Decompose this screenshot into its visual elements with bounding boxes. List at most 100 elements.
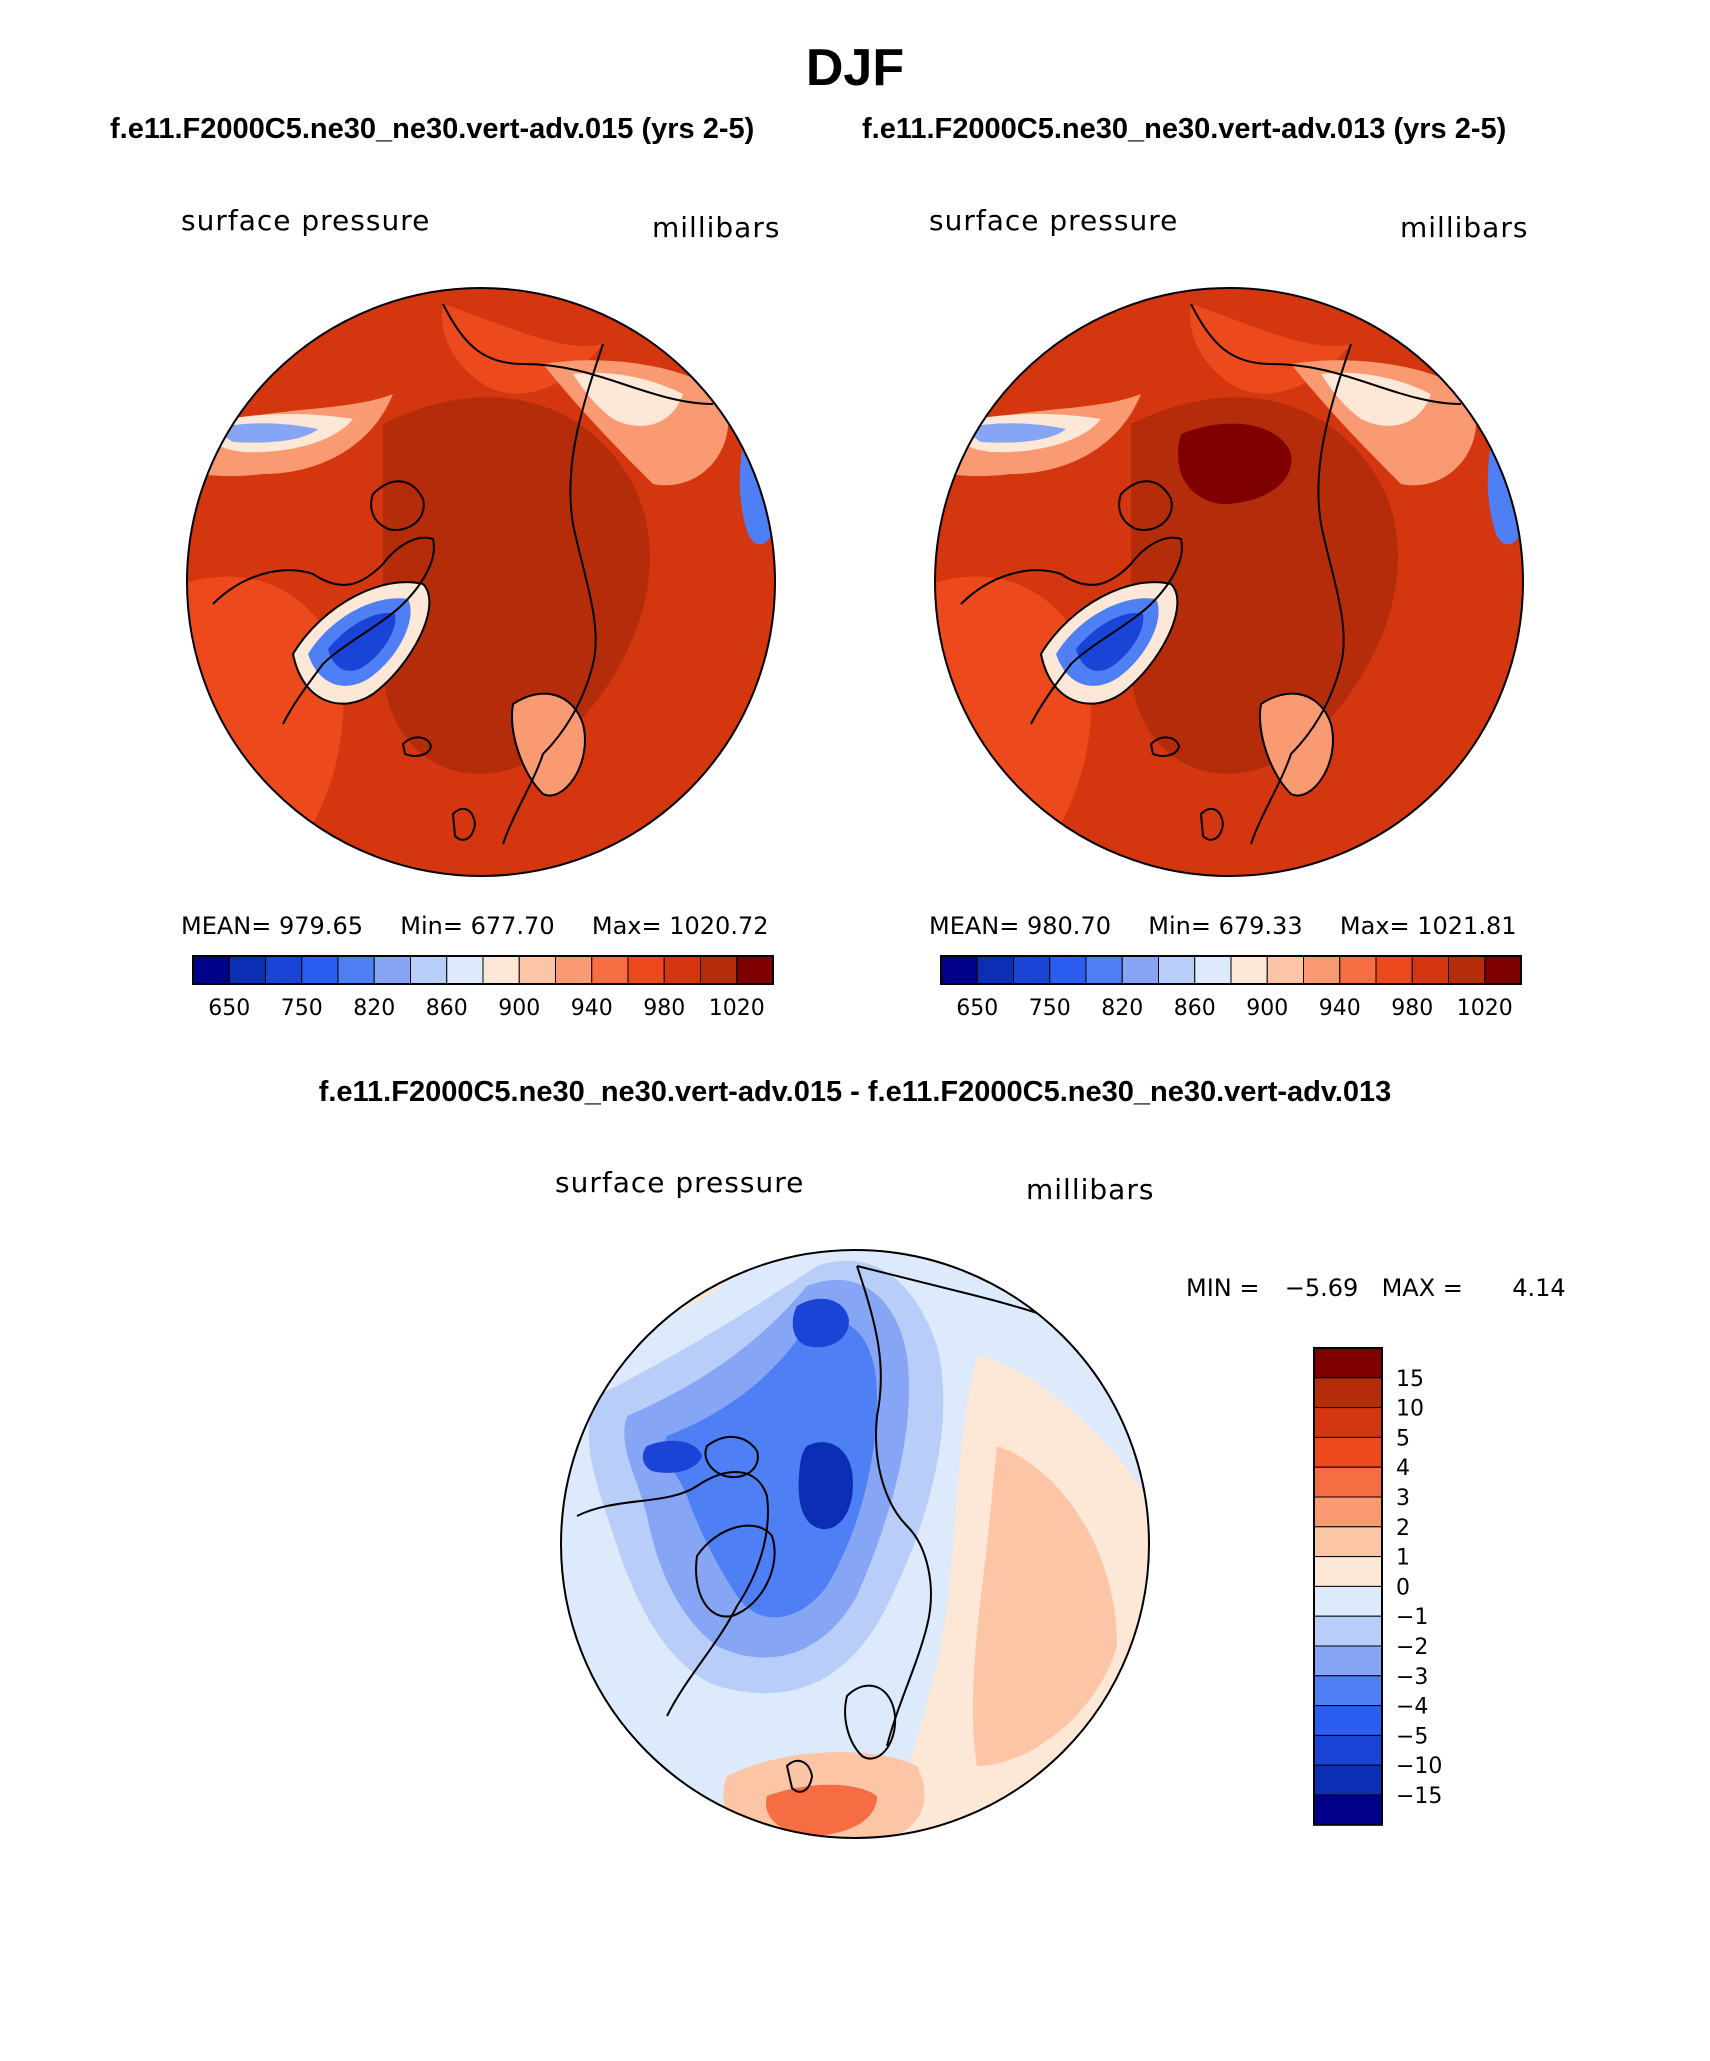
field-region-dark-pole [383, 397, 650, 774]
colorbar-box [1411, 955, 1449, 985]
colorbar-box [373, 955, 411, 985]
page-title: DJF [805, 39, 905, 97]
colorbar-tick-label: 1020 [1457, 996, 1513, 1021]
colorbar-box [192, 955, 230, 985]
field-region-asia-blue [213, 423, 318, 443]
colorbar-box [1158, 955, 1196, 985]
field-region-min-center [798, 1442, 853, 1530]
mean-value: 980.70 [1027, 912, 1111, 940]
colorbar-tick-label: 650 [956, 996, 998, 1021]
field-region-min-top [792, 1298, 849, 1348]
colorbar-tick-label: 980 [1391, 996, 1433, 1021]
colorbar-tick-label: 860 [1174, 996, 1216, 1021]
colorbar-outline [1313, 1347, 1383, 1826]
colorbar-tick-label: −5 [1396, 1724, 1428, 1749]
panel-2-polar-map [934, 287, 1524, 877]
panel-1-polar-map [186, 287, 776, 877]
colorbar-tick-label: −10 [1396, 1754, 1442, 1779]
panel-2-units-label: millibars [1400, 211, 1529, 244]
colorbar-box [1313, 1615, 1383, 1647]
colorbar-tick-label: 1 [1396, 1546, 1410, 1571]
colorbar-box [1313, 1734, 1383, 1766]
colorbar-box [1313, 1436, 1383, 1468]
max-label: Max= [1339, 912, 1410, 940]
colorbar-box [446, 955, 484, 985]
coastline-north-america [212, 536, 435, 725]
colorbar-tick-label: 820 [353, 996, 395, 1021]
max-label: MAX = [1381, 1274, 1463, 1302]
colorbar-box [1313, 1585, 1383, 1617]
colorbar-tick-label: 1020 [709, 996, 765, 1021]
field-region-positive-right-mid [972, 1446, 1117, 1766]
colorbar-box [1339, 955, 1377, 985]
coastline-scandinavia [1259, 692, 1334, 797]
coastline-arctic-islands [704, 1436, 759, 1479]
coastline-north-america [576, 1471, 769, 1717]
colorbar-outline [940, 955, 1522, 985]
max-value: 1021.81 [1417, 912, 1517, 940]
colorbar-box [591, 955, 629, 985]
colorbar-box [1375, 955, 1413, 985]
panel-2-variable-label: surface pressure [929, 204, 1179, 237]
colorbar-box [1313, 1645, 1383, 1677]
field-region-rockies-white [1321, 372, 1431, 426]
diff-stats: MIN = −5.69 MAX = 4.14 [1186, 1274, 1566, 1302]
colorbar-tick-label: 900 [498, 996, 540, 1021]
panel-1-variable-label: surface pressure [181, 204, 431, 237]
panel-1-case-title: f.e11.F2000C5.ne30_ne30.vert-adv.015 (yr… [110, 113, 755, 145]
colorbar-box [1230, 955, 1268, 985]
colorbar-tick-label: −15 [1396, 1784, 1442, 1809]
colorbar-tick-label: 750 [281, 996, 323, 1021]
colorbar-tick-label: 15 [1396, 1367, 1424, 1392]
max-value: 1020.72 [669, 912, 769, 940]
colorbar-tick-label: 940 [571, 996, 613, 1021]
field-region-rockies-white [573, 372, 683, 426]
colorbar-box [1313, 1377, 1383, 1409]
colorbar-tick-label: 940 [1319, 996, 1361, 1021]
colorbar-box [555, 955, 593, 985]
colorbar-box [337, 955, 375, 985]
colorbar-tick-label: −3 [1396, 1665, 1428, 1690]
field-region-asia-blue [961, 423, 1066, 443]
diff-polar-map [560, 1249, 1150, 1839]
panel-1-colorbar: 650 750 820 860 900 940 980 1020 [192, 955, 774, 1021]
mean-label: MEAN= [929, 912, 1020, 940]
colorbar-box [1313, 1466, 1383, 1498]
field-region-scandinavia [1260, 693, 1333, 796]
coastline-greenland [291, 581, 431, 705]
colorbar-box [627, 955, 665, 985]
colorbar-box [1013, 955, 1051, 985]
diff-units-label: millibars [1026, 1173, 1155, 1206]
coastline-britain [785, 1759, 814, 1793]
colorbar-tick-label: 10 [1396, 1397, 1424, 1422]
colorbar-box [1121, 955, 1159, 985]
colorbar-box [663, 955, 701, 985]
field-region-scandinavia [512, 693, 585, 796]
colorbar-box [1194, 955, 1232, 985]
colorbar-box [410, 955, 448, 985]
min-value: −5.69 [1284, 1274, 1359, 1302]
field-region-negative-core [664, 1319, 877, 1618]
coastline-greenland [695, 1524, 776, 1618]
coastline-britain [1199, 807, 1225, 841]
coastline-arctic-islands [1118, 480, 1173, 531]
diff-panel-title: f.e11.F2000C5.ne30_ne30.vert-adv.015 - f… [318, 1076, 1392, 1108]
colorbar-box [265, 955, 303, 985]
field-region-high-center [1177, 423, 1292, 504]
min-label: Min= [400, 912, 463, 940]
colorbar-box [1313, 1764, 1383, 1796]
panel-2-case-title: f.e11.F2000C5.ne30_ne30.vert-adv.013 (yr… [862, 113, 1507, 145]
colorbar-tick-label: 750 [1029, 996, 1071, 1021]
max-value: 4.14 [1512, 1274, 1566, 1302]
coastline-greenland [1039, 581, 1179, 705]
field-region-positive-bottom-core [766, 1784, 877, 1836]
min-label: Min= [1148, 912, 1211, 940]
colorbar-box [228, 955, 266, 985]
panel-1-units-label: millibars [652, 211, 781, 244]
colorbar-box [1313, 1794, 1383, 1826]
colorbar-tick-label: −4 [1396, 1695, 1428, 1720]
coastline-scandinavia [511, 692, 586, 797]
max-label: Max= [591, 912, 662, 940]
map-outline [934, 287, 1524, 877]
colorbar-box [1448, 955, 1486, 985]
